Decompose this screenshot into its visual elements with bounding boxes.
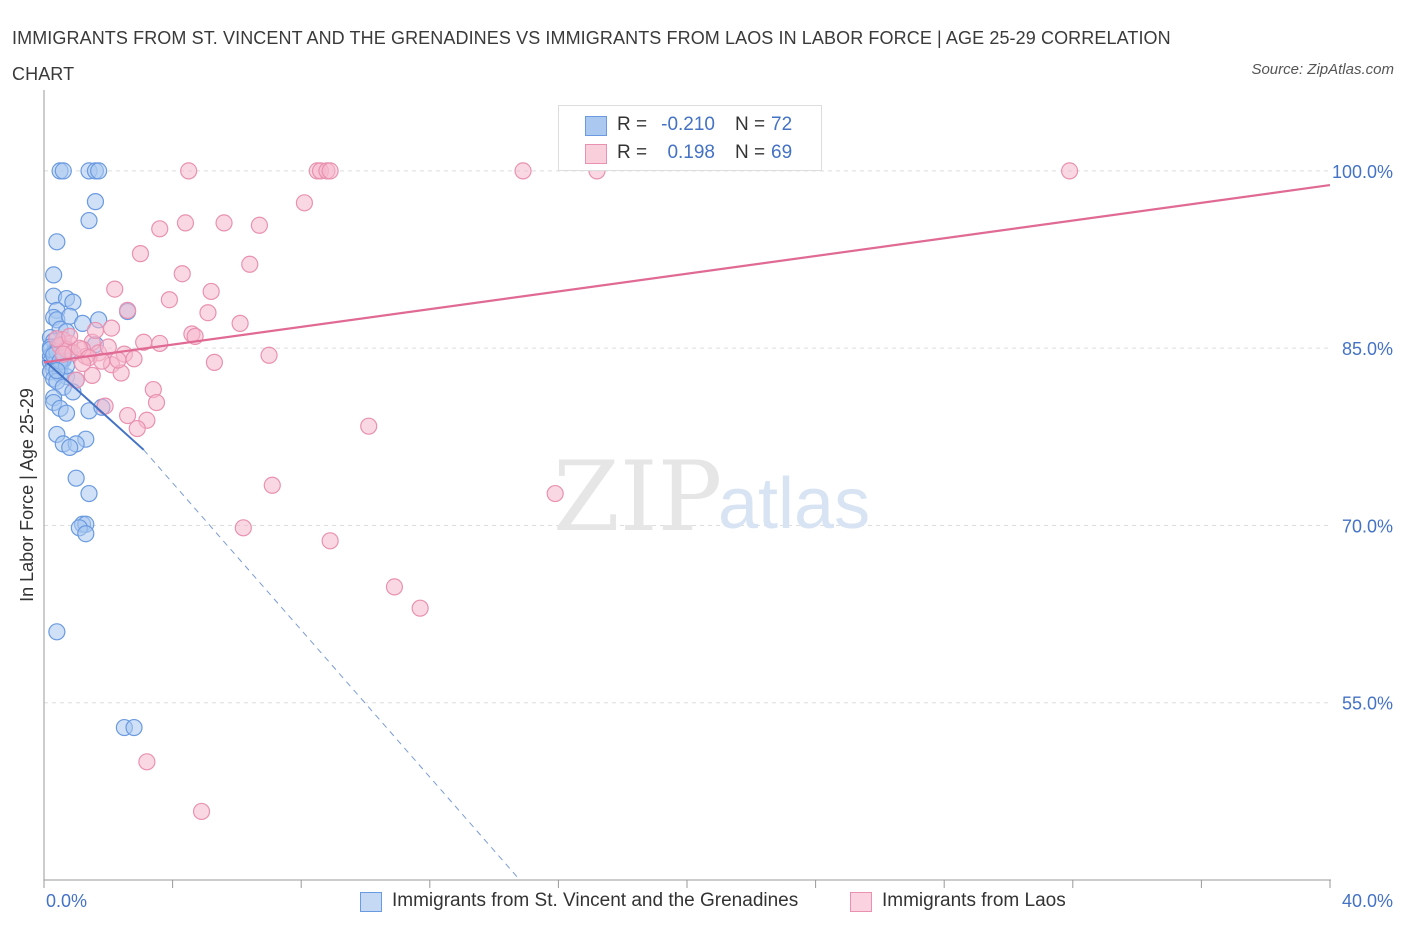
series-pink-points [48, 162, 1079, 821]
data-point-pink [514, 162, 532, 180]
data-point-pink [160, 291, 178, 309]
legend-r-value: 0.198 [667, 142, 715, 163]
data-point-pink [321, 162, 339, 180]
data-point-pink [61, 327, 79, 345]
correlation-legend: R = -0.210 N = 72 R = 0.198 N = 69 [558, 105, 822, 171]
data-point-blue [54, 162, 72, 180]
data-point-pink [128, 419, 146, 438]
bottom-legend-swatch-blue [360, 892, 382, 912]
data-point-pink [360, 417, 378, 435]
data-point-blue [125, 718, 143, 737]
data-point-blue [80, 484, 98, 503]
data-point-pink [125, 350, 143, 368]
legend-r-label: R = [617, 142, 648, 163]
trend-lines [43, 184, 1331, 881]
y-tick-label: 100.0% [1332, 162, 1393, 182]
data-point-pink [102, 319, 121, 337]
y-axis-label: In Labor Force | Age 25-29 [17, 388, 37, 602]
data-point-pink [176, 214, 195, 232]
watermark-atlas: atlas [718, 464, 870, 544]
data-point-pink [546, 484, 564, 503]
data-point-pink [215, 214, 233, 232]
y-tick-label: 85.0% [1342, 339, 1393, 359]
legend-r-value: -0.210 [661, 114, 715, 135]
data-point-pink [260, 346, 278, 364]
axes [43, 90, 1331, 888]
bottom-legend-swatch-pink [850, 892, 872, 912]
data-point-blue [45, 266, 63, 284]
legend-row-pink: R = 0.198 N = 69 [559, 140, 821, 166]
trend-line-pink [43, 184, 1331, 364]
data-point-pink [118, 301, 137, 319]
data-point-pink [151, 220, 169, 238]
bottom-legend-label-blue: Immigrants from St. Vincent and the Gren… [392, 890, 799, 911]
data-point-pink [96, 397, 114, 415]
data-point-blue [57, 404, 76, 422]
data-point-pink [1060, 162, 1079, 180]
data-point-pink [250, 216, 269, 234]
data-point-pink [106, 280, 124, 298]
grid-lines [44, 170, 1330, 704]
data-point-blue [86, 193, 105, 211]
data-point-blue [90, 162, 108, 180]
data-point-pink [73, 354, 92, 373]
data-point-pink [385, 578, 404, 596]
watermark-zip: ZIP [553, 441, 722, 553]
data-point-blue [48, 623, 66, 641]
data-point-pink [263, 476, 281, 494]
data-point-blue [80, 211, 98, 230]
watermark: ZIP atlas [553, 441, 870, 553]
chart-title: IMMIGRANTS FROM ST. VINCENT AND THE GREN… [12, 28, 1171, 84]
tick-labels: 55.0% 70.0% 85.0% 100.0% 0.0% 40.0% [46, 162, 1393, 911]
data-point-pink [192, 802, 211, 821]
data-point-pink [118, 406, 137, 425]
bottom-legend-label-pink: Immigrants from Laos [882, 890, 1066, 911]
data-point-blue [77, 525, 95, 543]
data-point-pink [86, 321, 105, 340]
series-blue-points [41, 162, 143, 737]
y-tick-label: 70.0% [1342, 516, 1393, 536]
data-point-pink [234, 519, 252, 537]
data-point-pink [321, 532, 339, 550]
data-point-pink [180, 162, 198, 180]
data-point-pink [199, 304, 217, 322]
legend-n-value: 69 [771, 142, 793, 163]
data-point-pink [295, 194, 314, 212]
data-point-pink [131, 245, 150, 263]
y-tick-label: 55.0% [1342, 694, 1393, 714]
legend-n-label: N = [735, 114, 766, 135]
legend-n-value: 72 [771, 114, 793, 135]
legend-swatch-blue [585, 116, 607, 136]
data-point-pink [99, 338, 117, 356]
data-point-pink [202, 282, 220, 301]
data-point-pink [109, 351, 127, 369]
x-tick-label: 40.0% [1342, 891, 1393, 911]
x-tick-label: 0.0% [46, 891, 87, 911]
data-point-pink [147, 393, 166, 412]
data-point-pink [138, 753, 156, 771]
data-point-blue [48, 233, 66, 251]
data-point-pink [173, 265, 191, 283]
legend-r-label: R = [617, 114, 648, 135]
trend-line-blue-extension [143, 449, 521, 881]
data-point-pink [411, 599, 429, 617]
data-point-pink [83, 366, 101, 384]
data-point-pink [241, 255, 259, 273]
legend-n-label: N = [735, 142, 766, 163]
data-point-blue [64, 293, 82, 311]
data-point-pink [205, 353, 223, 371]
legend-swatch-pink [585, 144, 607, 164]
source-label: Source: ZipAtlas.com [1251, 61, 1394, 78]
trend-line-blue [43, 359, 145, 451]
data-point-pink [67, 371, 85, 389]
data-point-pink [151, 334, 169, 353]
data-point-pink [231, 314, 249, 332]
data-point-blue [67, 469, 85, 487]
data-point-blue [61, 438, 79, 457]
legend-row-blue: R = -0.210 N = 72 [559, 112, 821, 138]
